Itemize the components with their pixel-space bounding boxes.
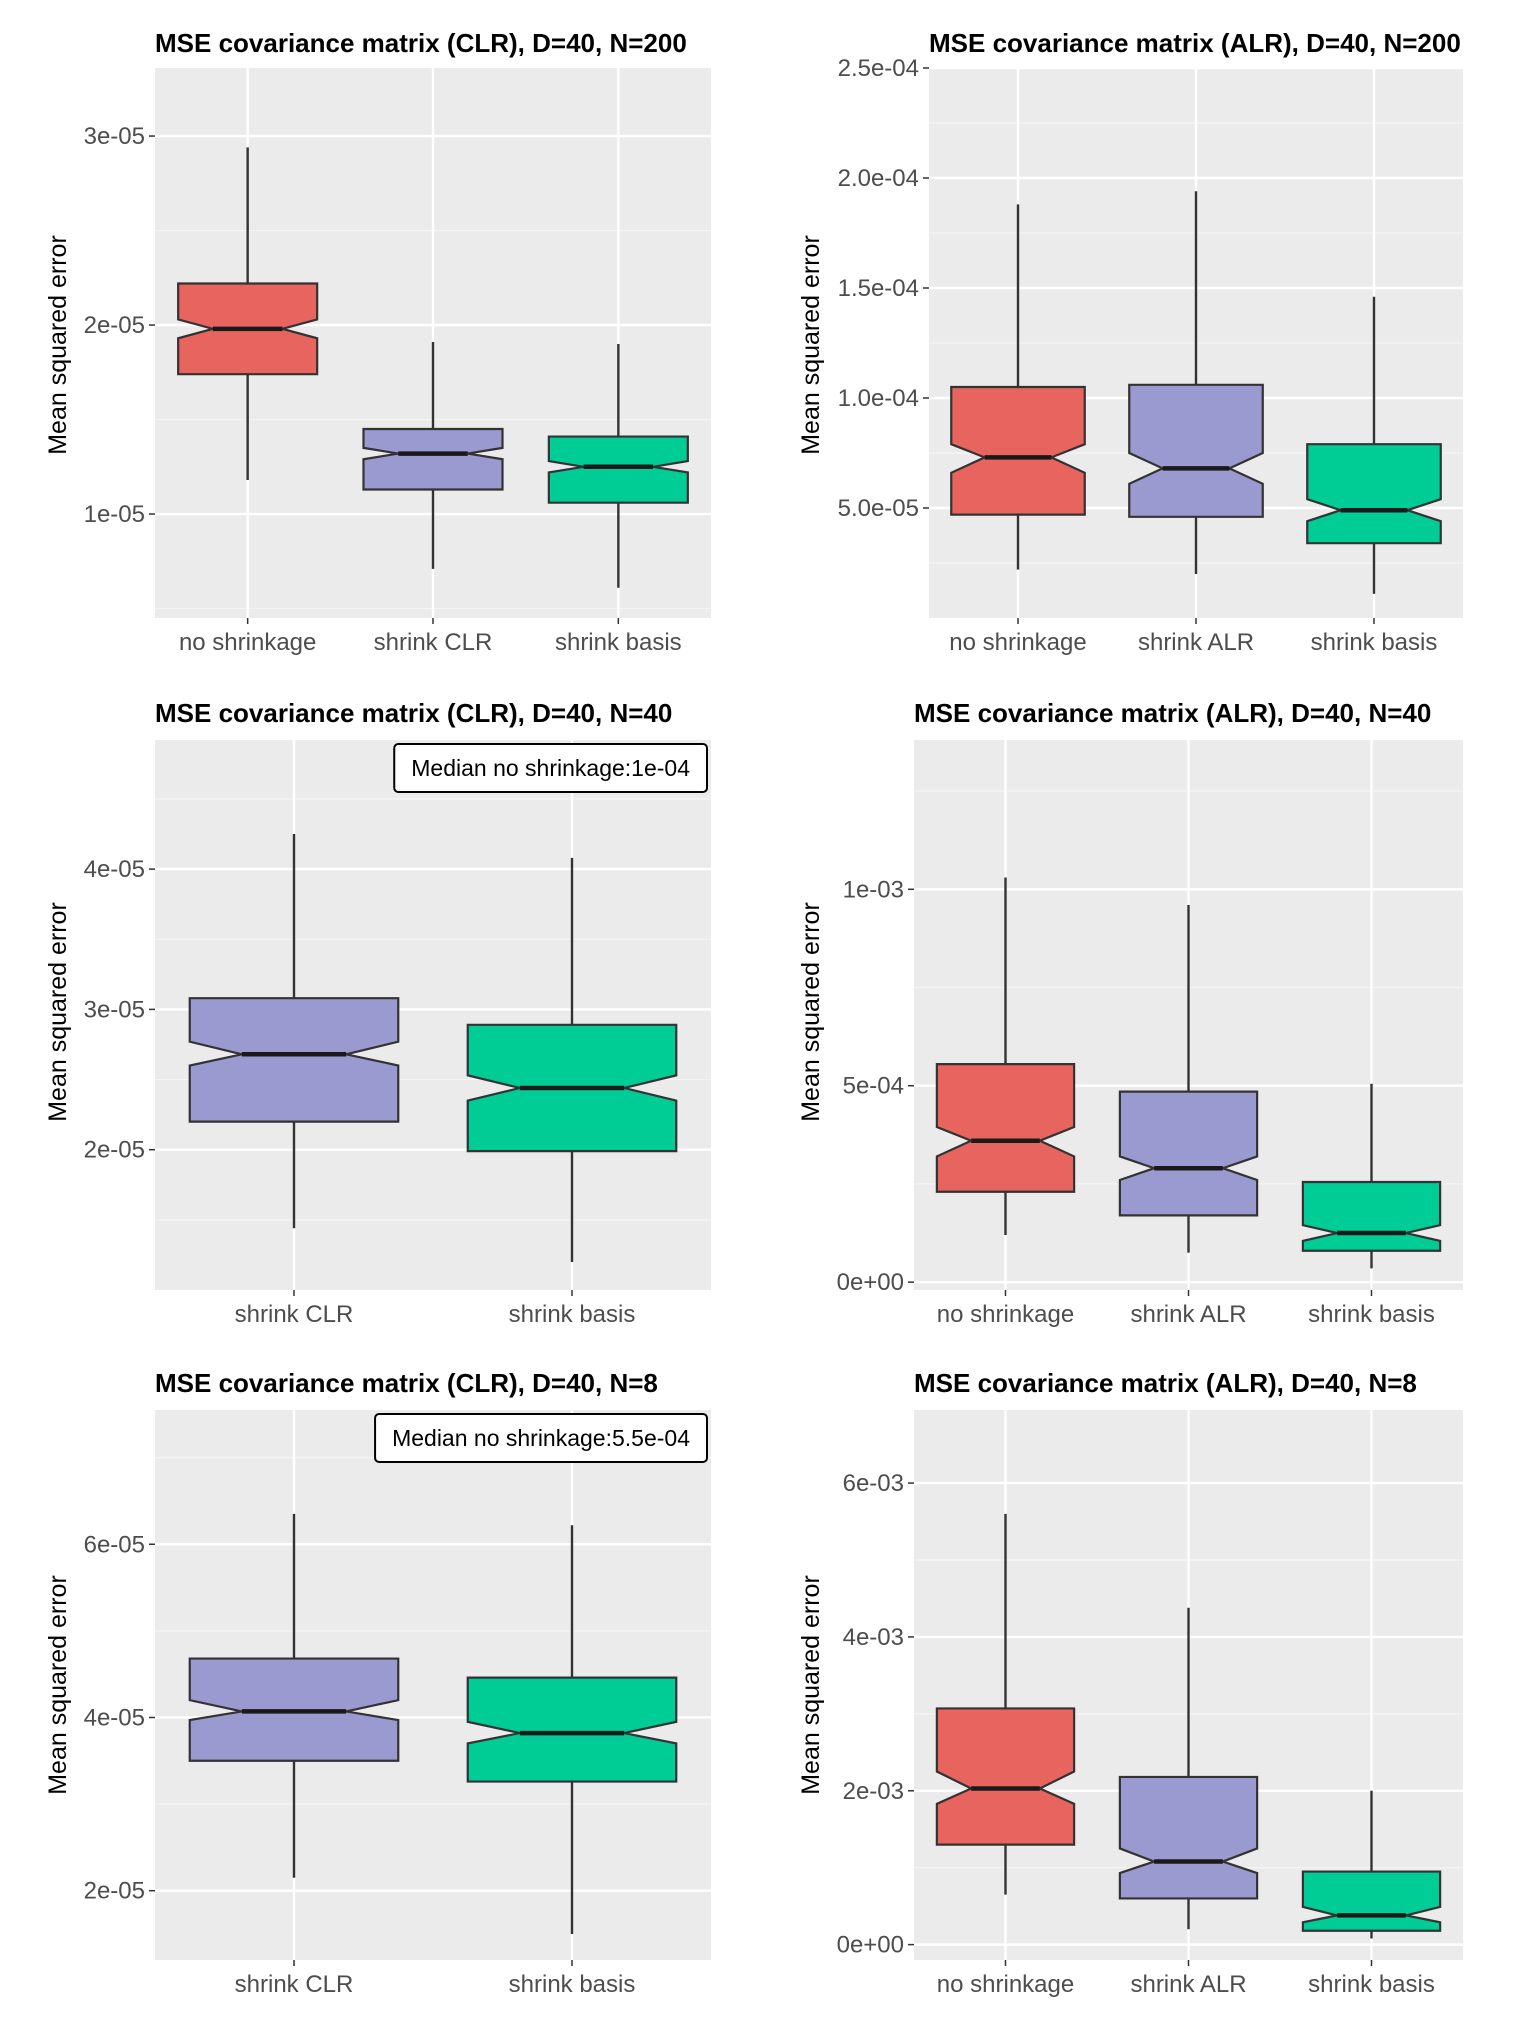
- panel-clr-n40: MSE covariance matrix (CLR), D=40, N=40 …: [44, 698, 711, 1328]
- x-tick-label: shrink basis: [509, 1971, 636, 1998]
- x-tick-label: shrink CLR: [235, 1971, 354, 1998]
- y-tick-label: 2e-05: [84, 1878, 145, 1905]
- x-tick-label: no shrinkage: [949, 629, 1086, 656]
- x-tick-label: no shrinkage: [937, 1301, 1074, 1328]
- y-tick-label: 4e-05: [84, 1704, 145, 1731]
- y-tick-label: 6e-03: [843, 1470, 904, 1497]
- notched-box: [1301, 1180, 1442, 1252]
- x-tick-label: shrink basis: [1308, 1301, 1435, 1328]
- annotation-text: Median no shrinkage:5.5e-04: [392, 1425, 690, 1451]
- box-no-shrinkage: [935, 877, 1076, 1235]
- box-shrink-alr: [1118, 905, 1259, 1253]
- x-tick-label: shrink ALR: [1130, 1971, 1246, 1998]
- chart-title: MSE covariance matrix (ALR), D=40, N=40: [914, 698, 1431, 728]
- y-tick-label: 2e-05: [84, 312, 145, 339]
- annotation-box: [374, 1413, 708, 1463]
- y-tick-label: 1.0e-04: [838, 385, 919, 412]
- x-tick-label: shrink basis: [1311, 629, 1438, 656]
- y-axis-label: Mean squared error: [44, 235, 72, 455]
- notched-box: [1128, 383, 1264, 518]
- notched-box: [1118, 1090, 1259, 1217]
- notched-box: [1306, 443, 1442, 545]
- box-shrink-clr: [362, 342, 504, 569]
- x-tick-label: shrink CLR: [235, 1301, 354, 1328]
- y-tick-label: 6e-05: [84, 1531, 145, 1558]
- chart-title: MSE covariance matrix (CLR), D=40, N=200: [155, 28, 687, 58]
- y-axis-label: Mean squared error: [797, 902, 825, 1122]
- notched-box: [1118, 1775, 1259, 1900]
- box-shrink-basis: [1306, 296, 1442, 594]
- panel-alr-n8: MSE covariance matrix (ALR), D=40, N=8 M…: [797, 1368, 1463, 1998]
- x-tick-label: no shrinkage: [179, 629, 316, 656]
- box-shrink-clr: [188, 834, 400, 1229]
- panel-alr-n200: MSE covariance matrix (ALR), D=40, N=200…: [797, 28, 1463, 656]
- y-axis-label: Mean squared error: [44, 1575, 72, 1795]
- median-annotation: Median no shrinkage:5.5e-04: [374, 1413, 708, 1463]
- box-no-shrinkage: [950, 204, 1086, 570]
- y-axis-label: Mean squared error: [44, 902, 72, 1122]
- x-tick-label: no shrinkage: [937, 1971, 1074, 1998]
- chart-title: MSE covariance matrix (CLR), D=40, N=40: [155, 698, 672, 728]
- y-tick-label: 3e-05: [84, 996, 145, 1023]
- y-tick-label: 2.0e-04: [838, 165, 919, 192]
- notched-box: [1301, 1870, 1442, 1932]
- box-shrink-basis: [466, 1525, 678, 1935]
- y-tick-label: 4e-05: [84, 856, 145, 883]
- x-tick-label: shrink ALR: [1130, 1301, 1246, 1328]
- notched-box: [935, 1707, 1076, 1846]
- notched-box: [466, 1676, 678, 1783]
- notched-box: [950, 385, 1086, 516]
- chart-title: MSE covariance matrix (ALR), D=40, N=8: [914, 1368, 1417, 1398]
- y-tick-label: 1.5e-04: [838, 275, 919, 302]
- x-tick-label: shrink ALR: [1138, 629, 1254, 656]
- panel-alr-n40: MSE covariance matrix (ALR), D=40, N=40 …: [797, 698, 1463, 1328]
- chart-title: MSE covariance matrix (CLR), D=40, N=8: [155, 1368, 658, 1398]
- y-tick-label: 1e-03: [843, 876, 904, 903]
- chart-title: MSE covariance matrix (ALR), D=40, N=200: [929, 28, 1461, 58]
- y-tick-label: 4e-03: [843, 1624, 904, 1651]
- box-shrink-basis: [547, 343, 689, 588]
- x-tick-label: shrink basis: [1308, 1971, 1435, 1998]
- median-annotation: Median no shrinkage:1e-04: [393, 743, 708, 793]
- x-tick-label: shrink CLR: [374, 629, 493, 656]
- annotation-text: Median no shrinkage:1e-04: [411, 755, 690, 781]
- y-tick-label: 0e+00: [837, 1932, 904, 1959]
- box-no-shrinkage: [935, 1513, 1076, 1895]
- y-axis-label: Mean squared error: [797, 1575, 825, 1795]
- y-tick-label: 0e+00: [837, 1269, 904, 1296]
- box-shrink-basis: [466, 857, 678, 1262]
- box-no-shrinkage: [177, 147, 319, 481]
- y-tick-label: 2e-03: [843, 1778, 904, 1805]
- box-shrink-alr: [1118, 1607, 1259, 1930]
- box-shrink-basis: [1301, 1083, 1442, 1269]
- x-tick-label: shrink basis: [555, 629, 682, 656]
- notched-box: [362, 427, 504, 491]
- x-tick-label: shrink basis: [509, 1301, 636, 1328]
- panel-clr-n200: MSE covariance matrix (CLR), D=40, N=200…: [44, 28, 711, 656]
- y-tick-label: 2.5e-04: [838, 55, 919, 82]
- y-tick-label: 5.0e-05: [838, 495, 919, 522]
- y-tick-label: 5e-04: [843, 1073, 904, 1100]
- y-tick-label: 3e-05: [84, 123, 145, 150]
- box-shrink-basis: [1301, 1790, 1442, 1939]
- notched-box: [547, 435, 689, 504]
- notched-box: [188, 997, 400, 1123]
- notched-box: [935, 1063, 1076, 1193]
- box-shrink-clr: [188, 1513, 400, 1878]
- y-tick-label: 2e-05: [84, 1137, 145, 1164]
- annotation-box: [393, 743, 708, 793]
- panel-clr-n8: MSE covariance matrix (CLR), D=40, N=8 M…: [44, 1368, 711, 1998]
- box-shrink-alr: [1128, 191, 1264, 574]
- y-axis-label: Mean squared error: [797, 235, 825, 455]
- y-tick-label: 1e-05: [84, 501, 145, 528]
